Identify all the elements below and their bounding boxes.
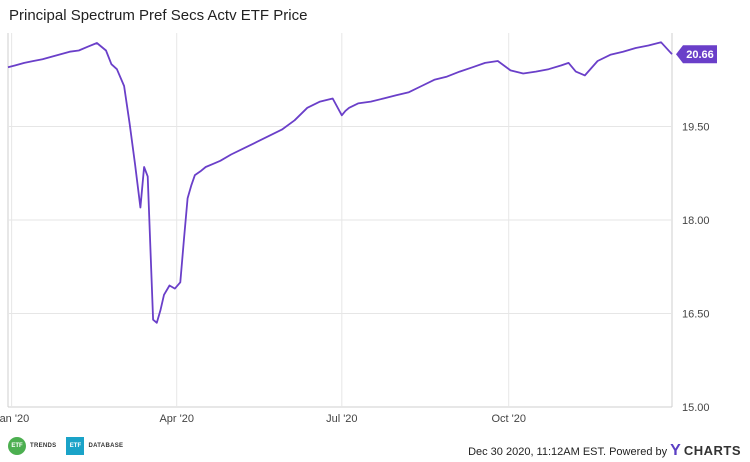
y-tick-label: 18.00 <box>682 215 710 227</box>
etf-trends-mark: ETF <box>11 443 23 449</box>
footer-logos: ETF TRENDS ETF DATABASE <box>8 437 129 455</box>
y-tick-label: 15.00 <box>682 402 710 414</box>
x-axis: Jan '20 Apr '20 Jul '20 Oct '20 <box>0 413 526 425</box>
ycharts-logo-y[interactable]: Y <box>670 442 681 459</box>
footer-powered-by: Powered by <box>609 446 668 458</box>
etf-database-mark: ETF <box>69 443 82 449</box>
x-tick-label: Jul '20 <box>326 413 357 425</box>
last-value-tag[interactable]: 20.66 <box>676 45 717 64</box>
etf-trends-logo[interactable]: ETF <box>8 437 26 455</box>
x-tick-label: Apr '20 <box>159 413 194 425</box>
last-value-tag-shape <box>676 45 717 64</box>
etf-database-logo[interactable]: ETF <box>66 437 85 455</box>
last-value-label: 20.66 <box>686 49 714 61</box>
etf-trends-word: TRENDS <box>30 443 57 449</box>
x-tick-label: Oct '20 <box>491 413 526 425</box>
x-tick-label: Jan '20 <box>0 413 29 425</box>
y-tick-label: 16.50 <box>682 309 710 321</box>
price-series-line <box>7 41 673 324</box>
y-tick-label: 19.50 <box>682 122 710 134</box>
etf-database-word: DATABASE <box>88 443 124 449</box>
y-axis: 15.00 16.50 18.00 19.50 <box>682 122 710 415</box>
footer-credit: Dec 30 2020, 11:12AM EST. Powered by Y CH… <box>468 442 741 460</box>
footer-timestamp: Dec 30 2020, 11:12AM EST. <box>468 446 607 458</box>
grid-layer <box>7 33 673 408</box>
chart-title: Principal Spectrum Pref Secs Actv ETF Pr… <box>9 7 308 24</box>
ycharts-logo-text[interactable]: CHARTS <box>683 443 741 458</box>
series-layer <box>7 41 673 324</box>
